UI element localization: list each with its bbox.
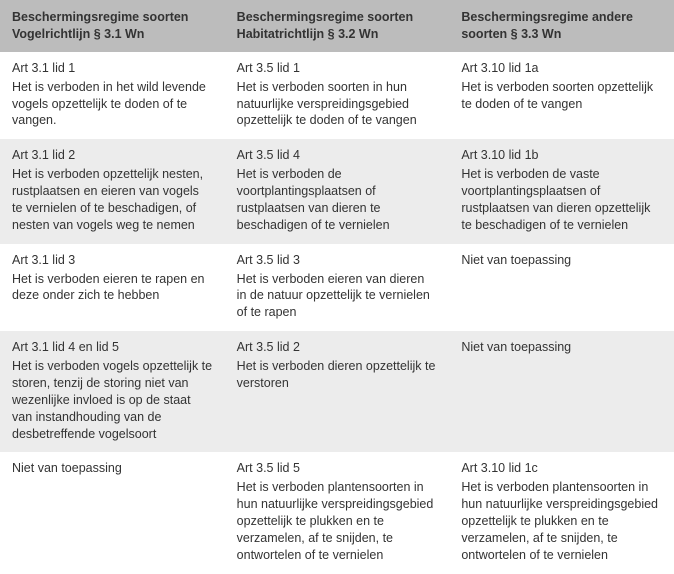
article-label: Art 3.5 lid 4 <box>237 147 438 164</box>
regulations-table: Beschermingsregime soorten Vogelrichtlij… <box>0 0 674 574</box>
article-label: Art 3.1 lid 1 <box>12 60 213 77</box>
article-body: Het is verboden opzettelijk nesten, rust… <box>12 166 213 234</box>
article-body: Het is verboden dieren opzettelijk te ve… <box>237 358 438 392</box>
article-body: Het is verboden plantensoorten in hun na… <box>237 479 438 563</box>
article-label: Art 3.5 lid 1 <box>237 60 438 77</box>
table-cell: Art 3.1 lid 2 Het is verboden opzettelij… <box>0 139 225 243</box>
article-body: Het is verboden soorten in hun natuurlij… <box>237 79 438 130</box>
article-body: Het is verboden in het wild levende voge… <box>12 79 213 130</box>
table-cell: Art 3.10 lid 1a Het is verboden soorten … <box>449 52 674 140</box>
article-body: Het is verboden plantensoorten in hun na… <box>461 479 662 563</box>
article-label: Art 3.1 lid 2 <box>12 147 213 164</box>
table-row: Art 3.1 lid 4 en lid 5 Het is verboden v… <box>0 331 674 452</box>
article-label: Art 3.1 lid 3 <box>12 252 213 269</box>
article-body: Het is verboden de vaste voortplanting­s… <box>461 166 662 234</box>
table-cell: Niet van toepassing <box>449 331 674 452</box>
article-label: Art 3.5 lid 3 <box>237 252 438 269</box>
table-cell: Art 3.10 lid 1c Het is verboden plantens… <box>449 452 674 573</box>
article-label: Art 3.10 lid 1c <box>461 460 662 477</box>
article-label: Niet van toepassing <box>461 339 662 356</box>
article-body: Het is verboden eieren van dieren in de … <box>237 271 438 322</box>
table-cell: Art 3.10 lid 1b Het is verboden de vaste… <box>449 139 674 243</box>
column-header: Beschermingsregime andere soorten § 3.3 … <box>449 0 674 52</box>
table-row: Art 3.1 lid 3 Het is verboden eieren te … <box>0 244 674 332</box>
table-cell: Art 3.5 lid 1 Het is verboden soorten in… <box>225 52 450 140</box>
table-cell: Art 3.5 lid 2 Het is verboden dieren opz… <box>225 331 450 452</box>
table-cell: Art 3.5 lid 5 Het is verboden plantensoo… <box>225 452 450 573</box>
table-header-row: Beschermingsregime soorten Vogelrichtlij… <box>0 0 674 52</box>
table-cell: Art 3.1 lid 4 en lid 5 Het is verboden v… <box>0 331 225 452</box>
article-label: Art 3.5 lid 5 <box>237 460 438 477</box>
article-body: Het is verboden eieren te rapen en deze … <box>12 271 213 305</box>
article-body: Het is verboden vogels opzettelijk te st… <box>12 358 213 442</box>
table-cell: Art 3.1 lid 3 Het is verboden eieren te … <box>0 244 225 332</box>
table-row: Niet van toepassing Art 3.5 lid 5 Het is… <box>0 452 674 573</box>
article-label: Niet van toepassing <box>12 460 213 477</box>
article-label: Art 3.1 lid 4 en lid 5 <box>12 339 213 356</box>
article-label: Niet van toepassing <box>461 252 662 269</box>
table-cell: Art 3.1 lid 1 Het is verboden in het wil… <box>0 52 225 140</box>
table-cell: Art 3.5 lid 4 Het is verboden de voortpl… <box>225 139 450 243</box>
table-cell: Niet van toepassing <box>449 244 674 332</box>
table-row: Art 3.1 lid 1 Het is verboden in het wil… <box>0 52 674 140</box>
table-cell: Art 3.5 lid 3 Het is verboden eieren van… <box>225 244 450 332</box>
column-header: Beschermingsregime soorten Vogelrichtlij… <box>0 0 225 52</box>
article-label: Art 3.5 lid 2 <box>237 339 438 356</box>
article-label: Art 3.10 lid 1b <box>461 147 662 164</box>
article-label: Art 3.10 lid 1a <box>461 60 662 77</box>
article-body: Het is verboden soorten opzettelijk te d… <box>461 79 662 113</box>
column-header: Beschermingsregime soorten Habitatrichtl… <box>225 0 450 52</box>
table-cell: Niet van toepassing <box>0 452 225 573</box>
table-row: Art 3.1 lid 2 Het is verboden opzettelij… <box>0 139 674 243</box>
article-body: Het is verboden de voortplantingsplaat­s… <box>237 166 438 234</box>
